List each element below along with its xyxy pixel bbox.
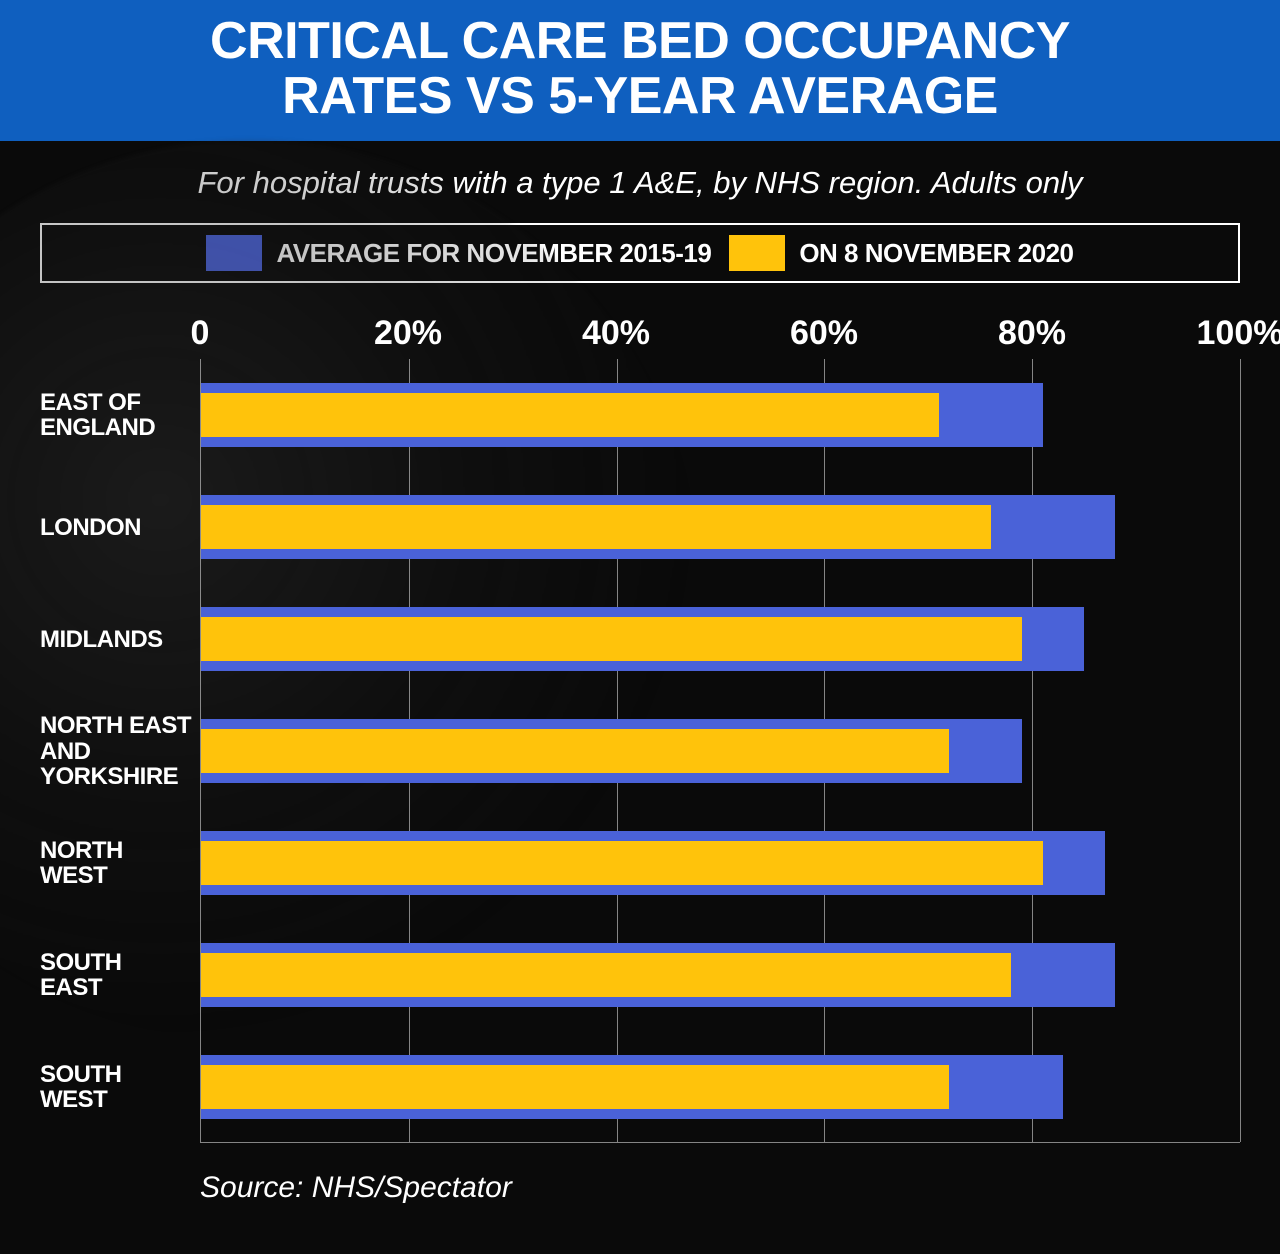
legend-swatch-2020 bbox=[729, 235, 785, 271]
legend-item-2020: ON 8 NOVEMBER 2020 bbox=[729, 235, 1073, 271]
x-tick-label: 0 bbox=[191, 314, 210, 353]
legend: AVERAGE FOR NOVEMBER 2015-19 ON 8 NOVEMB… bbox=[40, 223, 1240, 283]
x-axis-ticks: 020%40%60%80%100% bbox=[200, 295, 1240, 359]
bar-row bbox=[201, 1031, 1240, 1143]
x-tick-label: 80% bbox=[998, 314, 1066, 353]
subtitle: For hospital trusts with a type 1 A&E, b… bbox=[40, 165, 1240, 201]
category-label: NORTH WEST bbox=[40, 807, 200, 919]
bar-row bbox=[201, 919, 1240, 1031]
bar-row bbox=[201, 359, 1240, 471]
x-tick-label: 60% bbox=[790, 314, 858, 353]
x-tick-label: 100% bbox=[1197, 314, 1280, 353]
category-label: SOUTH WEST bbox=[40, 1031, 200, 1143]
bar-2020 bbox=[201, 841, 1043, 885]
chart: 020%40%60%80%100% EAST OF ENGLANDLONDONM… bbox=[40, 295, 1240, 1143]
source-line: Source: NHS/Spectator bbox=[200, 1171, 1240, 1205]
legend-label-2020: ON 8 NOVEMBER 2020 bbox=[799, 238, 1073, 269]
category-label: EAST OF ENGLAND bbox=[40, 359, 200, 471]
bar-2020 bbox=[201, 729, 949, 773]
bar-2020 bbox=[201, 393, 939, 437]
bar-row bbox=[201, 695, 1240, 807]
category-label: NORTH EAST AND YORKSHIRE bbox=[40, 695, 200, 807]
bars-area bbox=[200, 359, 1240, 1143]
bar-2020 bbox=[201, 1065, 949, 1109]
x-tick-label: 20% bbox=[374, 314, 442, 353]
plot-area: EAST OF ENGLANDLONDONMIDLANDSNORTH EAST … bbox=[40, 359, 1240, 1143]
legend-label-avg: AVERAGE FOR NOVEMBER 2015-19 bbox=[276, 238, 711, 269]
bar-2020 bbox=[201, 953, 1011, 997]
x-tick-label: 40% bbox=[582, 314, 650, 353]
gridline bbox=[1240, 359, 1241, 1142]
bar-row bbox=[201, 471, 1240, 583]
category-label: LONDON bbox=[40, 471, 200, 583]
bar-row bbox=[201, 583, 1240, 695]
category-label: SOUTH EAST bbox=[40, 919, 200, 1031]
header-banner: CRITICAL CARE BED OCCUPANCY RATES VS 5-Y… bbox=[0, 0, 1280, 141]
x-axis: 020%40%60%80%100% bbox=[40, 295, 1240, 359]
bar-row bbox=[201, 807, 1240, 919]
header-title: CRITICAL CARE BED OCCUPANCY RATES VS 5-Y… bbox=[10, 14, 1270, 123]
infographic-frame: CRITICAL CARE BED OCCUPANCY RATES VS 5-Y… bbox=[0, 0, 1280, 1254]
category-labels: EAST OF ENGLANDLONDONMIDLANDSNORTH EAST … bbox=[40, 359, 200, 1143]
category-label: MIDLANDS bbox=[40, 583, 200, 695]
legend-item-avg: AVERAGE FOR NOVEMBER 2015-19 bbox=[206, 235, 711, 271]
bar-2020 bbox=[201, 617, 1022, 661]
legend-swatch-avg bbox=[206, 235, 262, 271]
bar-2020 bbox=[201, 505, 991, 549]
